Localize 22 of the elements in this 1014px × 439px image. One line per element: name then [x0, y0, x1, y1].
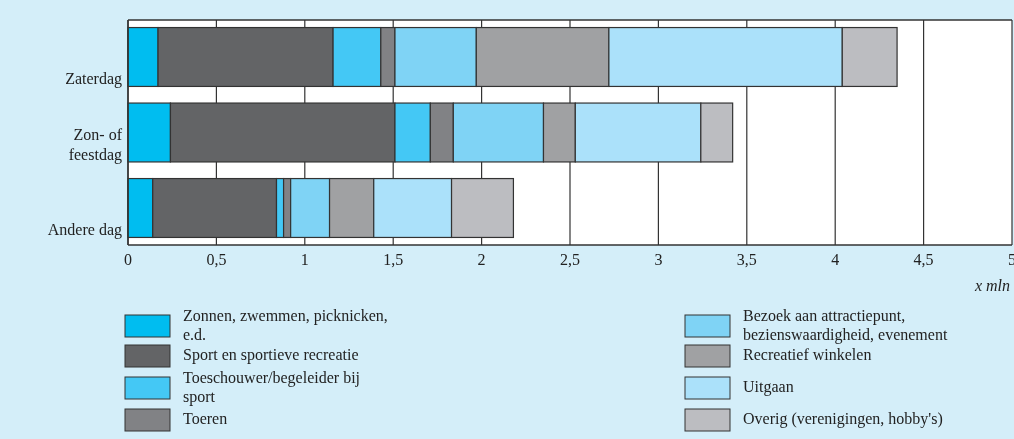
legend-label: Sport en sportieve recreatie [183, 345, 359, 364]
legend-label: Recreatief winkelen [743, 345, 872, 363]
x-tick-label: 3 [654, 251, 663, 268]
x-tick-label: 4,5 [913, 251, 934, 268]
y-tick-label: Andere dag [47, 221, 122, 240]
legend-label: Toeschouwer/begeleider bij sport [183, 368, 361, 406]
legend-label: Uitgaan [743, 377, 794, 396]
legend-label: Toeren [183, 409, 228, 427]
x-tick-label: 1,5 [383, 251, 404, 268]
x-tick-label: 0 [124, 251, 132, 268]
x-tick-label: 1 [300, 251, 309, 268]
x-tick-label: 2,5 [560, 251, 580, 268]
x-tick-label: 3,5 [736, 251, 757, 268]
y-tick-label: Zon- of feestdag [68, 125, 123, 164]
x-tick-label: 2 [477, 251, 486, 268]
x-tick-label: 4 [831, 251, 840, 268]
legend-label: Zonnen, zwemmen, picknicken, e.d. [183, 306, 388, 343]
legend-label: Overig (verenigingen, hobby's) [743, 409, 943, 428]
legend-label: Bezoek aan attractiepunt, bezienswaardigheid, evenement [743, 306, 948, 344]
x-axis-title: x mln [973, 277, 1010, 294]
x-tick-label: 0,5 [206, 251, 227, 268]
y-tick-label: Zaterdag [65, 70, 122, 89]
